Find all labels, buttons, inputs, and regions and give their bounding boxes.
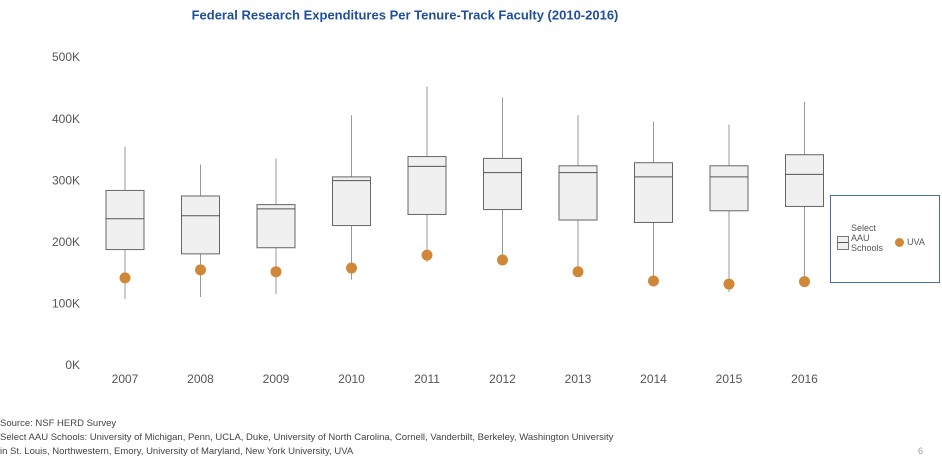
x-tick-label: 2013 xyxy=(565,372,592,386)
uva-point xyxy=(119,272,131,284)
legend-dot-icon xyxy=(895,238,904,247)
y-tick-label: 400K xyxy=(52,112,80,126)
box xyxy=(407,156,447,215)
uva-point xyxy=(346,262,357,274)
legend-label: UVA xyxy=(907,237,925,247)
uva-point xyxy=(799,276,810,288)
box xyxy=(105,189,145,251)
box xyxy=(256,204,296,249)
box xyxy=(709,165,749,212)
uva-point xyxy=(723,278,735,290)
legend-label: Select AAU Schools xyxy=(851,223,884,253)
x-tick-label: 2009 xyxy=(263,372,290,386)
box xyxy=(181,195,220,255)
x-tick-label: 2014 xyxy=(640,372,667,386)
schools-note: Select AAU Schools: University of Michig… xyxy=(0,432,614,443)
box xyxy=(558,165,598,221)
x-tick-label: 2012 xyxy=(489,372,516,386)
y-tick-label: 500K xyxy=(52,50,80,64)
y-tick-label: 300K xyxy=(52,173,80,187)
y-tick-label: 0K xyxy=(65,358,80,372)
box xyxy=(785,154,824,207)
source-note: Source: NSF HERD Survey xyxy=(0,418,117,429)
uva-point xyxy=(497,254,508,266)
uva-point xyxy=(421,249,433,261)
x-tick-label: 2010 xyxy=(338,372,365,386)
x-tick-label: 2008 xyxy=(187,372,214,386)
x-tick-label: 2016 xyxy=(791,372,818,386)
x-tick-label: 2011 xyxy=(414,372,440,386)
box xyxy=(634,162,673,223)
uva-point xyxy=(270,266,282,278)
uva-point xyxy=(648,275,659,287)
x-tick-label: 2015 xyxy=(716,372,743,386)
y-tick-label: 100K xyxy=(52,297,80,311)
y-tick-label: 200K xyxy=(52,235,80,249)
box xyxy=(483,157,522,211)
legend-box-icon xyxy=(837,236,849,250)
uva-point xyxy=(572,266,584,278)
uva-point xyxy=(195,264,206,276)
legend: Select AAU Schools UVA xyxy=(830,195,940,283)
page-number: 6 xyxy=(918,446,924,456)
x-tick-label: 2007 xyxy=(112,372,139,386)
schools-note: in St. Louis, Northwestern, Emory, Unive… xyxy=(0,446,354,457)
box xyxy=(332,176,371,227)
chart-title: Federal Research Expenditures Per Tenure… xyxy=(192,7,619,22)
